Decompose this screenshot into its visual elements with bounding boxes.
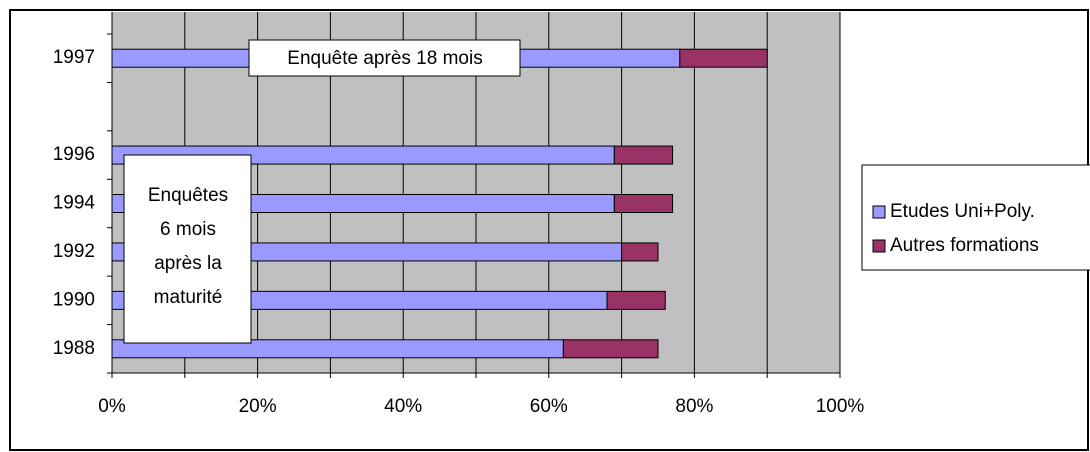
y-tick-label: 1992 xyxy=(53,241,95,262)
annotation-text: 6 mois xyxy=(160,219,216,240)
x-tick-label: 80% xyxy=(675,396,713,417)
y-tick-label: 1997 xyxy=(53,47,95,68)
annotation-box xyxy=(123,154,252,344)
legend-swatch xyxy=(872,239,886,253)
legend-swatch xyxy=(872,205,886,219)
x-tick-label: 60% xyxy=(530,396,568,417)
y-tick-label: 1994 xyxy=(53,193,96,214)
bar-segment xyxy=(606,290,666,310)
x-tick-label: 20% xyxy=(239,396,277,417)
legend-label: Autres formations xyxy=(890,235,1039,256)
bar-segment xyxy=(621,242,659,262)
y-tick-label: 1988 xyxy=(53,338,95,359)
annotation-box xyxy=(248,39,521,77)
bar-segment xyxy=(613,194,674,213)
annotation-text: maturité xyxy=(154,287,223,308)
annotation-text: Enquêtes xyxy=(148,185,228,206)
x-tick-label: 0% xyxy=(98,396,126,417)
y-tick-label: 1990 xyxy=(53,289,95,310)
bar-segment xyxy=(562,339,659,359)
x-tick-label: 100% xyxy=(816,396,865,417)
bar-segment xyxy=(613,145,674,165)
legend-box xyxy=(861,164,1090,271)
annotation-text: après la xyxy=(154,253,222,274)
bar-segment xyxy=(679,48,768,68)
y-tick-label: 1996 xyxy=(53,144,95,165)
x-tick-label: 40% xyxy=(384,396,422,417)
annotation-text: Enquête après 18 mois xyxy=(287,48,482,69)
legend-label: Etudes Uni+Poly. xyxy=(890,201,1035,222)
